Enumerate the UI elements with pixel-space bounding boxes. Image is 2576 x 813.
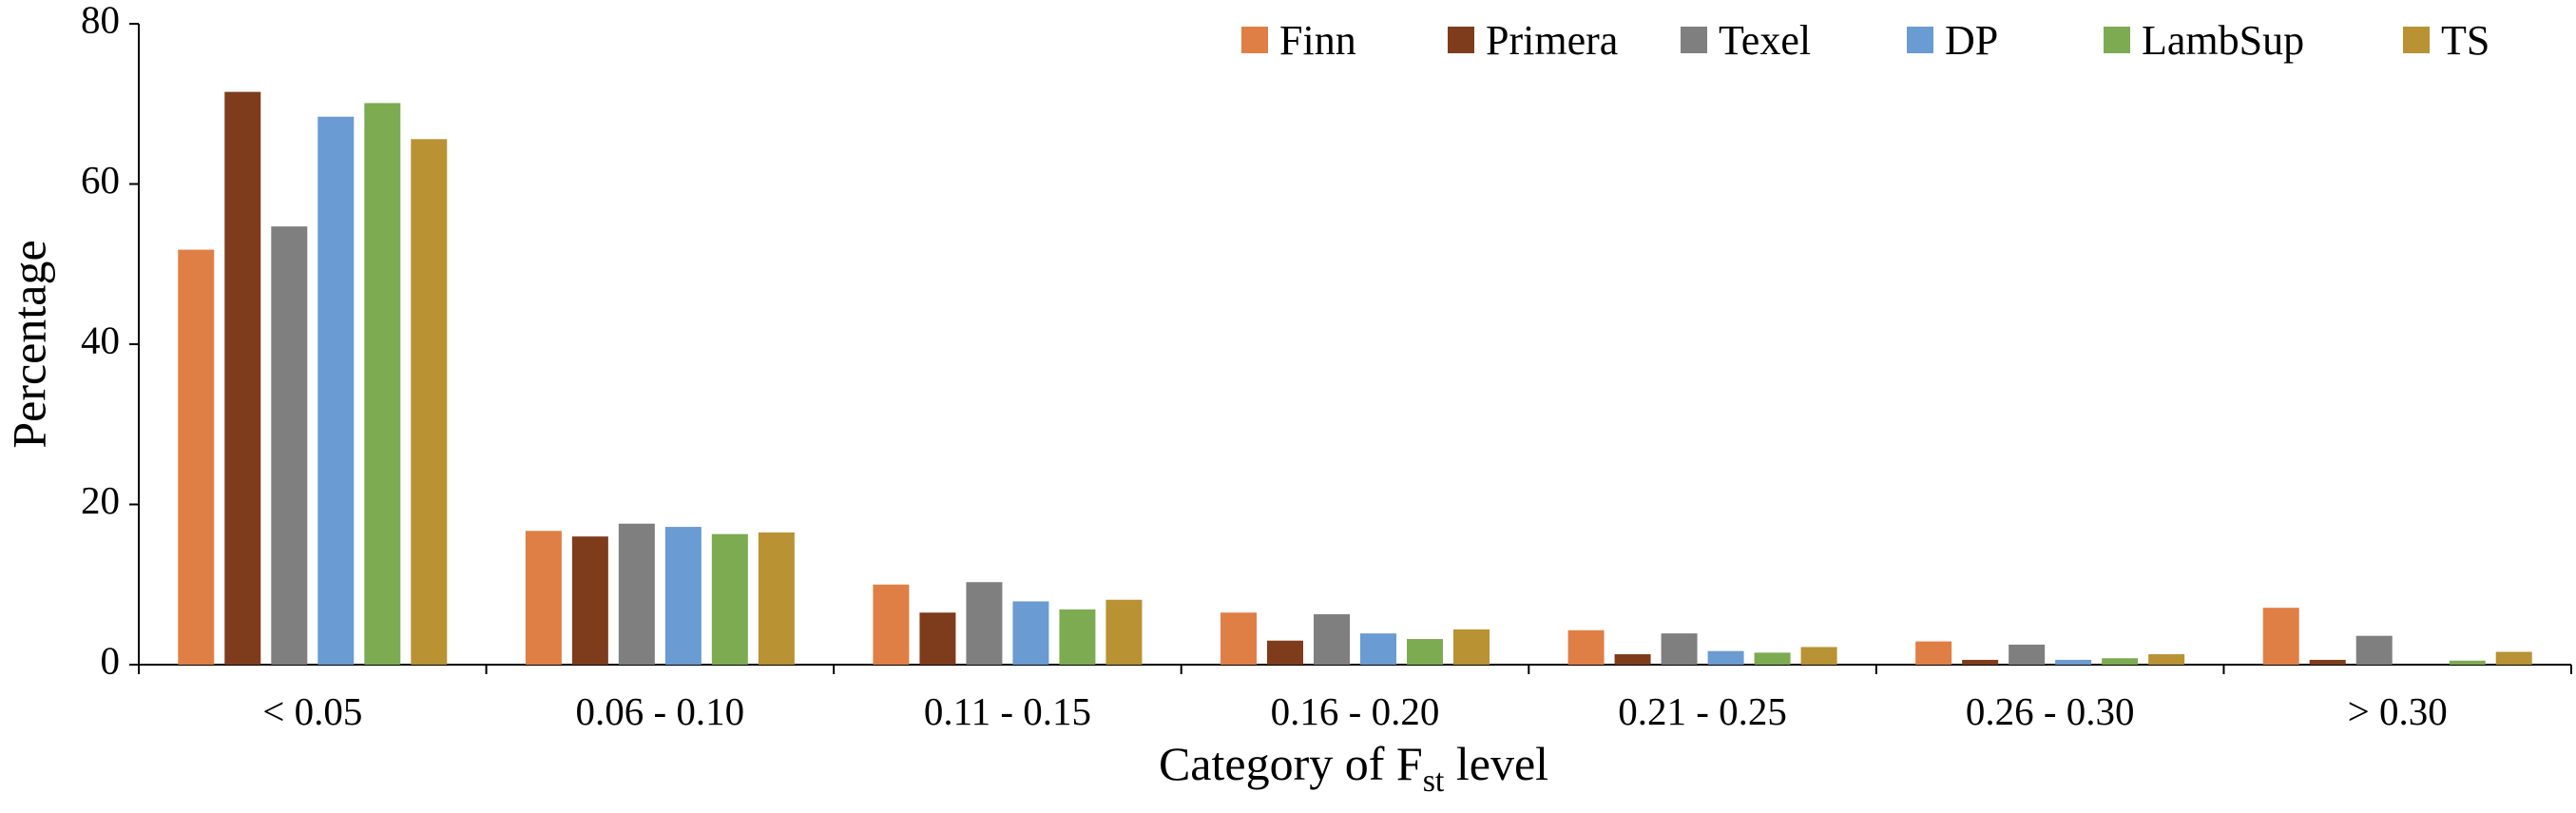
legend-label-lambsup: LambSup <box>2142 17 2304 64</box>
bar-finn-2 <box>873 584 910 665</box>
bar-dp-2 <box>1012 601 1049 665</box>
x-tick-label: 0.26 - 0.30 <box>1966 689 2135 733</box>
bar-finn-6 <box>2262 608 2299 665</box>
bar-finn-4 <box>1567 629 1605 665</box>
bar-dp-5 <box>2055 659 2092 665</box>
bar-dp-4 <box>1707 650 1744 665</box>
bar-ts-0 <box>411 139 448 665</box>
bar-texel-0 <box>271 226 308 665</box>
x-tick-label: > 0.30 <box>2348 689 2448 733</box>
bar-ts-6 <box>2495 651 2532 665</box>
legend-label-ts: TS <box>2441 17 2489 64</box>
bar-finn-5 <box>1915 641 1952 665</box>
bar-texel-2 <box>966 582 1003 665</box>
x-tick-label: 0.11 - 0.15 <box>924 689 1091 733</box>
bar-texel-1 <box>618 523 655 665</box>
bar-lambsup-6 <box>2449 660 2486 665</box>
bar-lambsup-1 <box>711 533 748 665</box>
bar-lambsup-5 <box>2102 658 2139 665</box>
bar-ts-1 <box>758 532 795 665</box>
legend-label-primera: Primera <box>1486 17 1618 64</box>
bar-finn-1 <box>525 531 562 665</box>
bar-texel-6 <box>2355 635 2393 665</box>
bar-lambsup-3 <box>1407 639 1443 665</box>
y-tick-label: 80 <box>81 0 120 41</box>
bar-dp-1 <box>664 527 702 665</box>
bar-primera-6 <box>2309 659 2346 665</box>
bar-primera-1 <box>571 536 608 665</box>
bar-lambsup-0 <box>364 103 401 666</box>
legend-swatch-primera <box>1448 27 1474 53</box>
legend-swatch-lambsup <box>2104 27 2130 53</box>
y-ticks: 0 20 40 60 80 <box>81 0 139 682</box>
bar-dp-0 <box>317 116 355 666</box>
legend-swatch-texel <box>1681 27 1707 53</box>
legend-swatch-finn <box>1241 27 1268 53</box>
legend-swatch-ts <box>2403 27 2430 53</box>
bars <box>178 91 2532 666</box>
bar-finn-0 <box>178 249 215 665</box>
y-axis-title: Percentage <box>2 240 55 448</box>
y-tick-label: 20 <box>81 478 120 522</box>
bar-primera-3 <box>1267 640 1303 665</box>
bar-ts-4 <box>1800 647 1837 665</box>
x-axis-title-main: Category of F <box>1159 737 1423 790</box>
legend: Finn Primera Texel DP LambSup TS <box>1241 17 2489 64</box>
legend-label-dp: DP <box>1945 17 1998 64</box>
bar-lambsup-4 <box>1754 652 1791 665</box>
y-tick-label: 60 <box>81 158 120 202</box>
bar-ts-2 <box>1105 599 1143 665</box>
bar-ts-3 <box>1453 629 1490 665</box>
legend-swatch-dp <box>1907 27 1933 53</box>
x-tick-label: < 0.05 <box>262 689 362 733</box>
bar-texel-3 <box>1314 613 1350 665</box>
x-tick-label: 0.06 - 0.10 <box>576 689 745 733</box>
bar-texel-5 <box>2009 644 2046 665</box>
bar-lambsup-2 <box>1059 609 1096 665</box>
bar-texel-4 <box>1661 633 1698 665</box>
x-axis-title-subscript: st <box>1423 764 1445 799</box>
bar-dp-3 <box>1360 633 1396 665</box>
y-tick-label: 40 <box>81 318 120 361</box>
x-tick-label: 0.21 - 0.25 <box>1618 689 1787 733</box>
bar-ts-5 <box>2148 654 2185 665</box>
y-tick-label: 0 <box>101 638 121 682</box>
legend-label-texel: Texel <box>1719 17 1811 64</box>
x-ticks: < 0.05 0.06 - 0.10 0.11 - 0.15 0.16 - 0.20 0… <box>138 665 2572 733</box>
x-tick-label: 0.16 - 0.20 <box>1271 689 1440 733</box>
x-axis-title-suffix: level <box>1444 737 1548 790</box>
bar-primera-4 <box>1614 654 1651 665</box>
bar-primera-2 <box>919 612 956 665</box>
bar-primera-5 <box>1962 659 1999 665</box>
legend-label-finn: Finn <box>1279 17 1356 64</box>
bar-finn-3 <box>1221 612 1257 665</box>
x-axis-title: Category of Fst level <box>1159 737 1548 799</box>
bar-primera-0 <box>224 91 261 666</box>
